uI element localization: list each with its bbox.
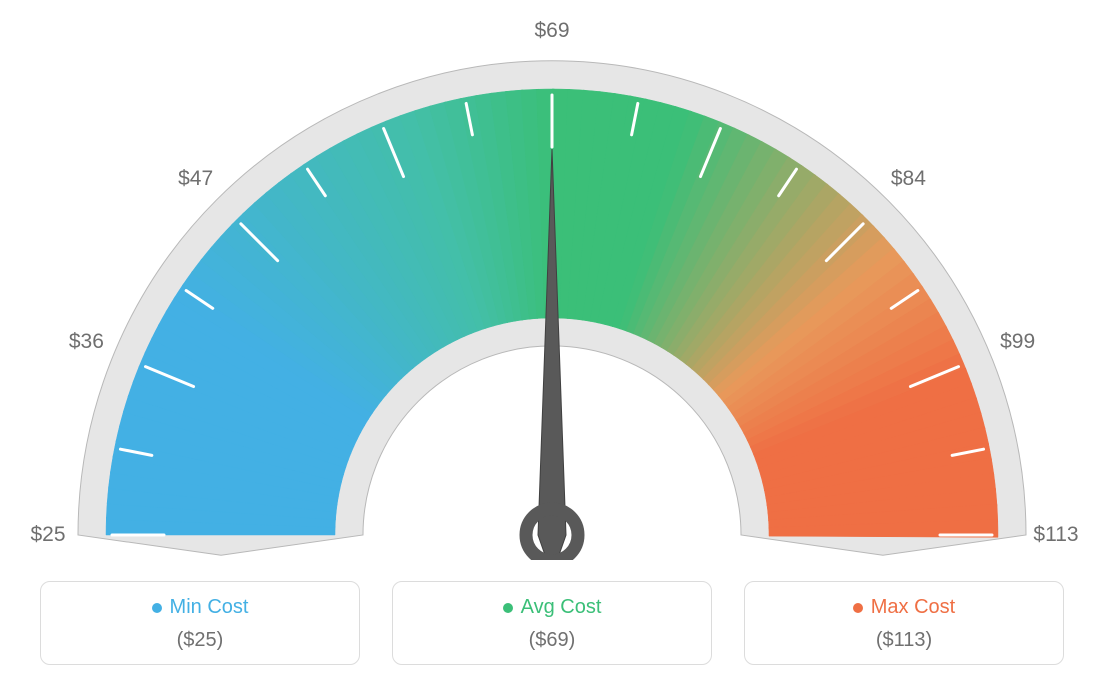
gauge-tick-label: $25 — [30, 523, 65, 547]
legend-card-avg: Avg Cost ($69) — [392, 581, 712, 665]
legend-dot-max — [853, 603, 863, 613]
gauge-tick-label: $99 — [1000, 330, 1035, 354]
legend-card-max: Max Cost ($113) — [744, 581, 1064, 665]
legend-head: Max Cost — [755, 596, 1053, 619]
gauge-tick-label: $36 — [69, 330, 104, 354]
gauge-tick-label: $69 — [534, 19, 569, 43]
legend-value-max: ($113) — [755, 629, 1053, 652]
legend-card-min: Min Cost ($25) — [40, 581, 360, 665]
legend-title-avg: Avg Cost — [521, 596, 602, 619]
gauge-tick-label: $47 — [178, 167, 213, 191]
legend-head: Min Cost — [51, 596, 349, 619]
legend-title-min: Min Cost — [170, 596, 249, 619]
legend-row: Min Cost ($25) Avg Cost ($69) Max Cost (… — [0, 581, 1104, 665]
legend-head: Avg Cost — [403, 596, 701, 619]
gauge-tick-label: $84 — [891, 167, 926, 191]
legend-dot-min — [152, 603, 162, 613]
legend-value-min: ($25) — [51, 629, 349, 652]
gauge-svg — [0, 0, 1104, 560]
legend-dot-avg — [503, 603, 513, 613]
legend-title-max: Max Cost — [871, 596, 955, 619]
legend-value-avg: ($69) — [403, 629, 701, 652]
cost-gauge: $25 $36 $47 $69 $84 $99 $113 — [0, 0, 1104, 560]
gauge-tick-label: $113 — [1033, 523, 1078, 547]
